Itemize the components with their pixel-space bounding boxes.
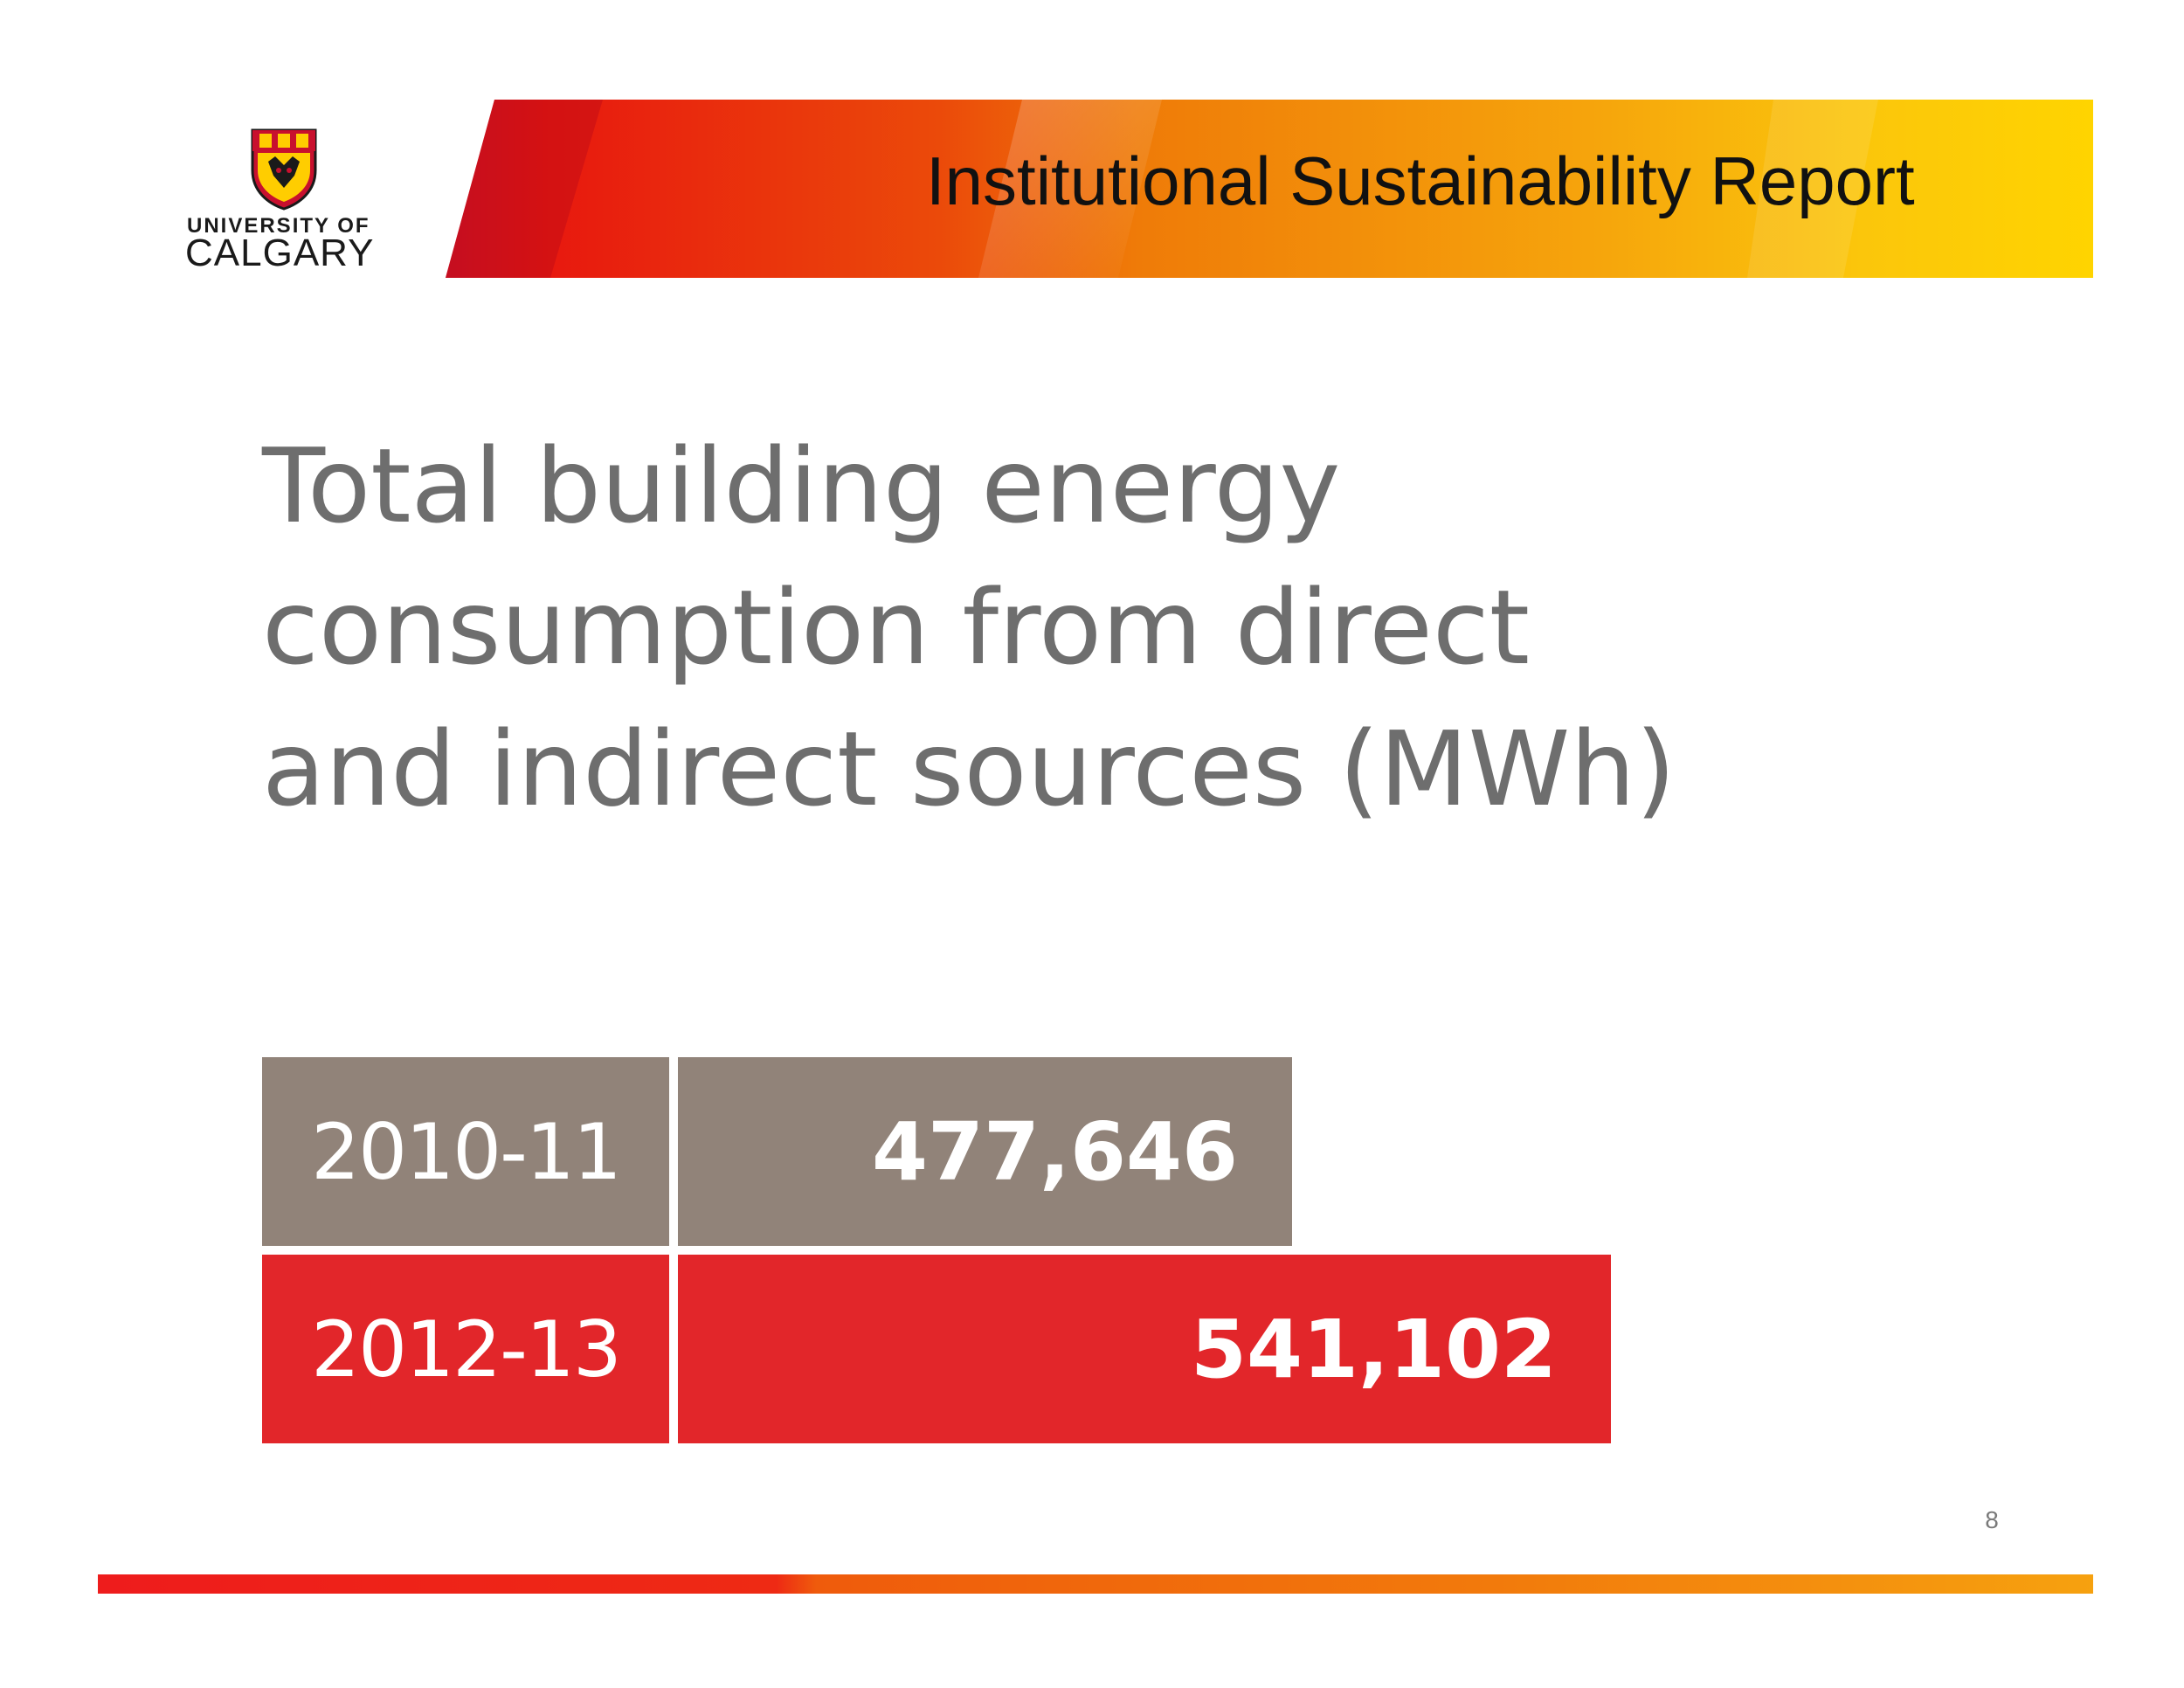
page-number: 8 xyxy=(1985,1506,1999,1533)
header-banner-graphic xyxy=(446,100,2093,278)
university-logo: UNIVERSITY OF CALGARY xyxy=(175,127,402,275)
chart-title: Total building energy consumption from d… xyxy=(262,425,1676,829)
bar-value-label: 541,102 xyxy=(1190,1302,1557,1396)
banner-shape xyxy=(446,100,2093,278)
category-label: 2012-13 xyxy=(262,1255,669,1443)
report-title: Institutional Sustainability Report xyxy=(926,142,1915,219)
bar: 541,102 xyxy=(678,1255,1611,1443)
banner-streak-1 xyxy=(446,100,603,278)
bar-row: 2012-13 541,102 xyxy=(262,1255,2027,1443)
header-banner: Institutional Sustainability Report xyxy=(0,0,2184,288)
bar-value-label: 477,646 xyxy=(871,1104,1238,1199)
logo-line-2: CALGARY xyxy=(185,232,375,274)
banner-streak-2 xyxy=(978,100,1162,278)
bar-chart: 2010-11 477,646 2012-13 541,102 xyxy=(262,1057,1922,1450)
bar: 477,646 xyxy=(678,1057,1292,1246)
crest-icon xyxy=(251,128,317,211)
footer-rule xyxy=(98,1574,2093,1594)
banner-streak-3 xyxy=(1747,100,1878,278)
logo-line-1: UNIVERSITY OF xyxy=(187,214,370,238)
category-label: 2010-11 xyxy=(262,1057,669,1246)
bar-row: 2010-11 477,646 xyxy=(262,1057,1869,1246)
